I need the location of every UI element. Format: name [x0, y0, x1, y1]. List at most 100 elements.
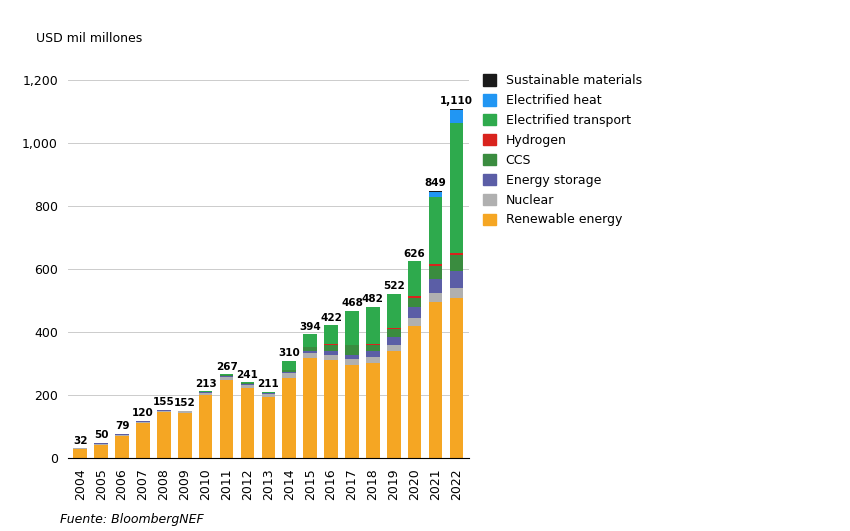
- Bar: [116, 434, 129, 436]
- Bar: [73, 448, 87, 449]
- Bar: [241, 389, 254, 458]
- Text: 1,110: 1,110: [440, 96, 473, 106]
- Bar: [303, 347, 317, 350]
- Bar: [428, 191, 442, 192]
- Bar: [450, 108, 463, 110]
- Bar: [262, 392, 275, 393]
- Bar: [428, 293, 442, 303]
- Text: 849: 849: [425, 178, 446, 189]
- Bar: [73, 449, 87, 458]
- Bar: [450, 255, 463, 271]
- Bar: [241, 382, 254, 383]
- Bar: [282, 370, 296, 372]
- Text: 155: 155: [153, 397, 175, 407]
- Bar: [387, 345, 400, 352]
- Text: 267: 267: [216, 362, 237, 372]
- Bar: [450, 298, 463, 458]
- Bar: [199, 392, 212, 393]
- Text: 152: 152: [174, 398, 196, 408]
- Bar: [303, 354, 317, 358]
- Bar: [220, 375, 234, 376]
- Bar: [241, 383, 254, 384]
- Bar: [366, 351, 380, 357]
- Bar: [199, 396, 212, 458]
- Bar: [387, 337, 400, 345]
- Text: 394: 394: [299, 322, 321, 332]
- Text: 626: 626: [404, 249, 426, 259]
- Bar: [199, 393, 212, 396]
- Bar: [282, 378, 296, 458]
- Text: 50: 50: [94, 430, 109, 440]
- Bar: [220, 380, 234, 458]
- Bar: [366, 357, 380, 363]
- Text: 32: 32: [73, 436, 88, 446]
- Bar: [178, 413, 191, 458]
- Bar: [282, 361, 296, 370]
- Bar: [325, 360, 337, 458]
- Bar: [345, 365, 359, 458]
- Bar: [282, 373, 296, 378]
- Bar: [157, 410, 171, 412]
- Bar: [450, 288, 463, 298]
- Bar: [157, 412, 171, 458]
- Bar: [366, 363, 380, 458]
- Bar: [345, 311, 359, 345]
- Bar: [325, 351, 337, 355]
- Bar: [94, 444, 108, 458]
- Bar: [303, 350, 317, 354]
- Bar: [116, 436, 129, 458]
- Bar: [387, 328, 400, 329]
- Text: 213: 213: [195, 379, 217, 389]
- Bar: [136, 423, 150, 458]
- Bar: [450, 271, 463, 288]
- Text: 522: 522: [382, 281, 405, 292]
- Bar: [325, 326, 337, 344]
- Text: 211: 211: [258, 380, 280, 389]
- Bar: [136, 422, 150, 423]
- Bar: [387, 294, 400, 328]
- Bar: [366, 306, 380, 344]
- Text: 310: 310: [279, 348, 300, 358]
- Bar: [450, 253, 463, 255]
- Bar: [408, 326, 422, 458]
- Bar: [428, 266, 442, 279]
- Bar: [262, 393, 275, 394]
- Bar: [408, 307, 422, 318]
- Bar: [262, 394, 275, 397]
- Text: 468: 468: [341, 298, 363, 309]
- Bar: [241, 386, 254, 389]
- Bar: [303, 358, 317, 458]
- Bar: [241, 384, 254, 386]
- Text: USD mil millones: USD mil millones: [36, 32, 142, 45]
- Text: 120: 120: [132, 408, 154, 418]
- Bar: [387, 352, 400, 458]
- Bar: [366, 345, 380, 351]
- Bar: [220, 376, 234, 377]
- Text: Fuente: BloombergNEF: Fuente: BloombergNEF: [60, 513, 203, 526]
- Bar: [345, 345, 359, 355]
- Bar: [408, 298, 422, 307]
- Legend: Sustainable materials, Electrified heat, Electrified transport, Hydrogen, CCS, E: Sustainable materials, Electrified heat,…: [479, 71, 645, 230]
- Bar: [178, 412, 191, 413]
- Bar: [428, 192, 442, 197]
- Bar: [282, 372, 296, 373]
- Bar: [408, 261, 422, 296]
- Text: 422: 422: [320, 313, 342, 323]
- Bar: [428, 303, 442, 458]
- Bar: [428, 197, 442, 264]
- Bar: [325, 345, 337, 351]
- Text: 241: 241: [236, 370, 258, 380]
- Bar: [303, 334, 317, 347]
- Bar: [220, 377, 234, 380]
- Text: 482: 482: [362, 294, 384, 304]
- Bar: [262, 397, 275, 458]
- Bar: [408, 318, 422, 326]
- Bar: [366, 344, 380, 345]
- Bar: [387, 329, 400, 337]
- Bar: [428, 264, 442, 266]
- Bar: [345, 355, 359, 359]
- Bar: [450, 110, 463, 123]
- Bar: [450, 123, 463, 253]
- Bar: [428, 279, 442, 293]
- Text: 79: 79: [115, 421, 129, 431]
